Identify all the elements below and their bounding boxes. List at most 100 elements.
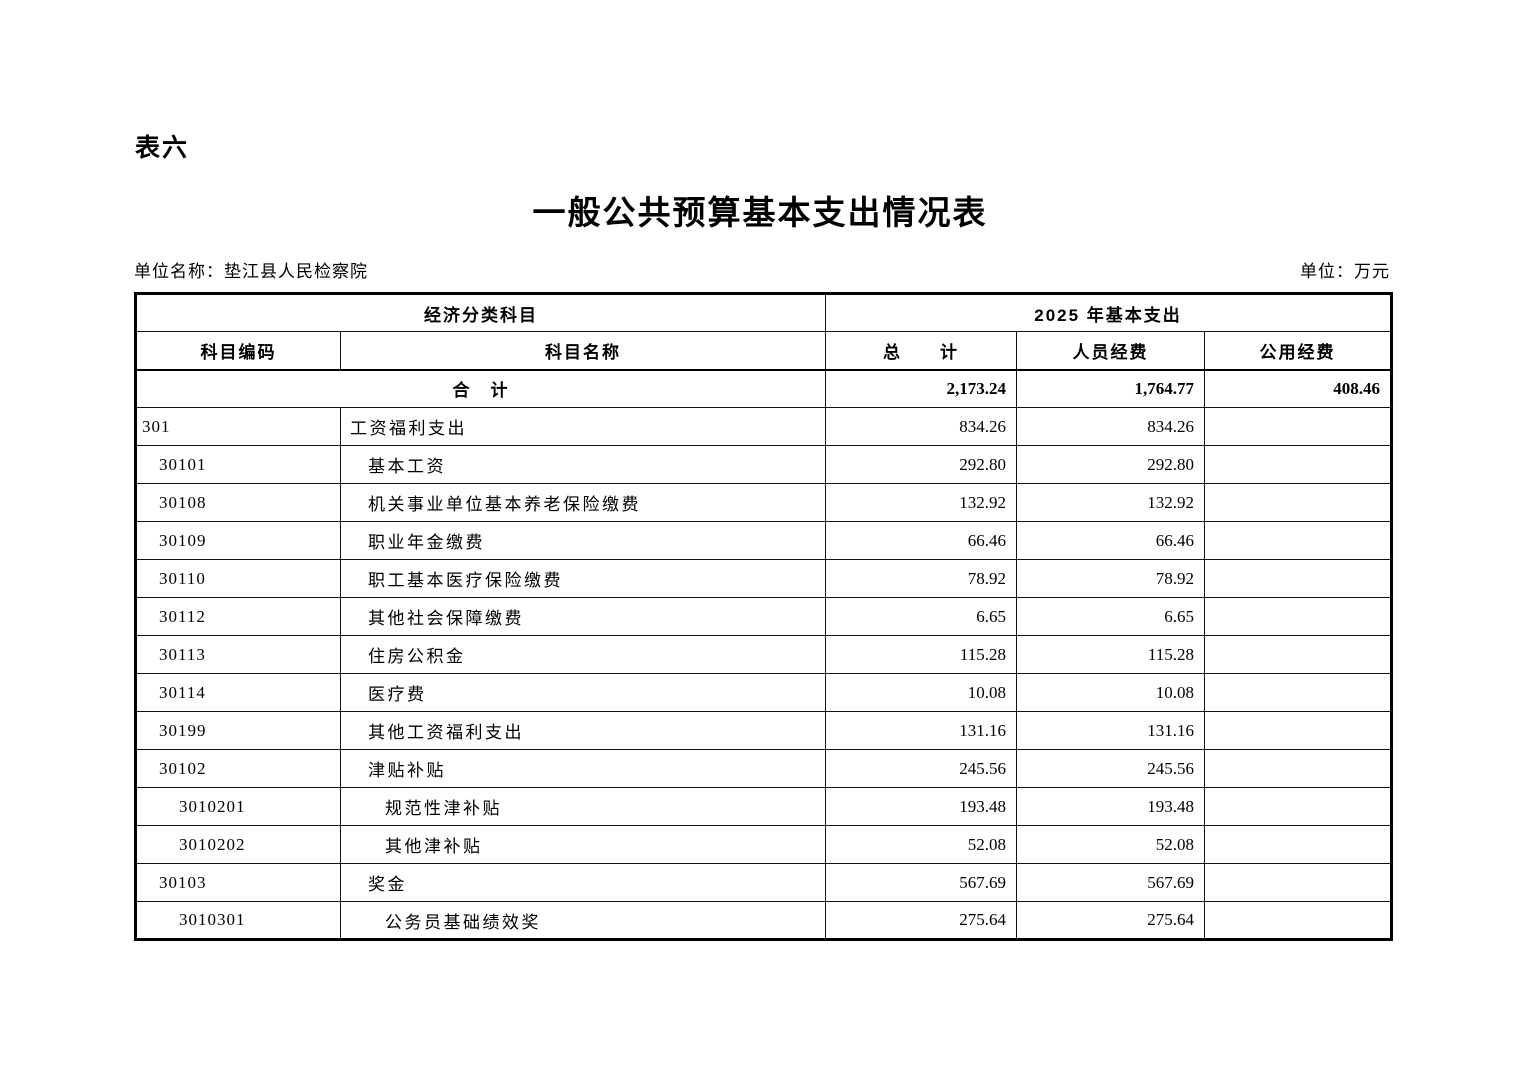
- personnel-funds-cell: 52.08: [1016, 825, 1205, 864]
- subject-code-cell: 301: [135, 407, 341, 446]
- table-row: 30112 其他社会保障缴费 6.65 6.65: [135, 597, 1393, 636]
- public-funds-cell: [1203, 559, 1393, 598]
- subject-code-cell: 30101: [135, 445, 341, 484]
- public-funds-cell: [1203, 521, 1393, 560]
- table-header: 经济分类科目 2025 年基本支出 科目编码 科目名称 总 计 人员经费 公用经…: [135, 293, 1393, 371]
- subject-code-cell: 30102: [135, 749, 341, 788]
- page-title: 一般公共预算基本支出情况表: [532, 196, 988, 232]
- subject-name-cell: 其他津补贴: [340, 825, 826, 864]
- public-funds-cell: [1203, 749, 1393, 788]
- personnel-funds-cell: 132.92: [1016, 483, 1205, 522]
- public-funds-cell: [1203, 711, 1393, 750]
- table-row: 30113 住房公积金 115.28 115.28: [135, 635, 1393, 674]
- public-funds-cell: [1203, 407, 1393, 446]
- table-row: 30108 机关事业单位基本养老保险缴费 132.92 132.92: [135, 483, 1393, 522]
- personnel-funds-cell: 10.08: [1016, 673, 1205, 712]
- personnel-funds-cell: 131.16: [1016, 711, 1205, 750]
- public-funds-cell: [1203, 445, 1393, 484]
- total-cell: 78.92: [825, 559, 1017, 598]
- column-header-public-funds: 公用经费: [1203, 331, 1393, 371]
- public-funds-cell: [1203, 787, 1393, 826]
- table-number-label: 表六: [135, 134, 190, 162]
- subject-name-cell: 职工基本医疗保险缴费: [340, 559, 826, 598]
- unit-name-label: 单位名称：垫江县人民检察院: [134, 262, 368, 281]
- total-cell: 275.64: [825, 901, 1017, 940]
- table-row: 3010202 其他津补贴 52.08 52.08: [135, 825, 1393, 864]
- header-columns-row: 科目编码 科目名称 总 计 人员经费 公用经费: [135, 331, 1393, 371]
- column-header-personnel-funds: 人员经费: [1016, 331, 1205, 371]
- public-funds-cell: [1203, 635, 1393, 674]
- total-cell: 132.92: [825, 483, 1017, 522]
- table-row: 30101 基本工资 292.80 292.80: [135, 445, 1393, 484]
- subject-name-cell: 奖金: [340, 863, 826, 902]
- subject-name-cell: 规范性津补贴: [340, 787, 826, 826]
- total-cell: 52.08: [825, 825, 1017, 864]
- total-cell: 834.26: [825, 407, 1017, 446]
- subject-code-cell: 30108: [135, 483, 341, 522]
- grand-total-personnel-cell: 1,764.77: [1016, 369, 1205, 408]
- table-row: 3010301 公务员基础绩效奖 275.64 275.64: [135, 901, 1393, 940]
- personnel-funds-cell: 567.69: [1016, 863, 1205, 902]
- personnel-funds-cell: 292.80: [1016, 445, 1205, 484]
- table-row: 3010201 规范性津补贴 193.48 193.48: [135, 787, 1393, 826]
- subject-name-cell: 其他社会保障缴费: [340, 597, 826, 636]
- subject-code-cell: 30103: [135, 863, 341, 902]
- subject-name-cell: 住房公积金: [340, 635, 826, 674]
- subject-name-cell: 其他工资福利支出: [340, 711, 826, 750]
- meta-row: 单位名称：垫江县人民检察院 单位：万元: [134, 257, 1390, 282]
- subject-code-cell: 30113: [135, 635, 341, 674]
- subject-code-cell: 30199: [135, 711, 341, 750]
- table-row: 30114 医疗费 10.08 10.08: [135, 673, 1393, 712]
- public-funds-cell: [1203, 825, 1393, 864]
- subject-name-cell: 医疗费: [340, 673, 826, 712]
- table-row: 30102 津贴补贴 245.56 245.56: [135, 749, 1393, 788]
- total-cell: 292.80: [825, 445, 1017, 484]
- total-cell: 131.16: [825, 711, 1017, 750]
- header-economic-classification: 经济分类科目: [135, 293, 826, 332]
- personnel-funds-cell: 193.48: [1016, 787, 1205, 826]
- column-header-subject-name: 科目名称: [340, 331, 826, 371]
- table-row: 30199 其他工资福利支出 131.16 131.16: [135, 711, 1393, 750]
- public-funds-cell: [1203, 673, 1393, 712]
- column-header-subject-code: 科目编码: [135, 331, 341, 371]
- public-funds-cell: [1203, 483, 1393, 522]
- table-body: 合 计 2,173.24 1,764.77 408.46 301 工资福利支出 83…: [135, 369, 1393, 940]
- subject-name-cell: 基本工资: [340, 445, 826, 484]
- subject-name-cell: 公务员基础绩效奖: [340, 901, 826, 940]
- grand-total-total-cell: 2,173.24: [825, 369, 1017, 408]
- subject-code-cell: 3010202: [135, 825, 341, 864]
- header-2025-basic-expenditure: 2025 年基本支出: [824, 293, 1393, 332]
- subject-code-cell: 30110: [135, 559, 341, 598]
- subject-name-cell: 工资福利支出: [340, 407, 826, 446]
- personnel-funds-cell: 834.26: [1016, 407, 1205, 446]
- subject-code-cell: 3010301: [135, 901, 341, 940]
- budget-table: 经济分类科目 2025 年基本支出 科目编码 科目名称 总 计 人员经费 公用经…: [134, 292, 1394, 941]
- subject-name-cell: 津贴补贴: [340, 749, 826, 788]
- grand-total-row: 合 计 2,173.24 1,764.77 408.46: [135, 369, 1393, 408]
- table-row: 30110 职工基本医疗保险缴费 78.92 78.92: [135, 559, 1393, 598]
- subject-name-cell: 机关事业单位基本养老保险缴费: [340, 483, 826, 522]
- total-cell: 66.46: [825, 521, 1017, 560]
- personnel-funds-cell: 275.64: [1016, 901, 1205, 940]
- total-cell: 115.28: [825, 635, 1017, 674]
- public-funds-cell: [1203, 901, 1393, 940]
- total-cell: 6.65: [825, 597, 1017, 636]
- table-row: 301 工资福利支出 834.26 834.26: [135, 407, 1393, 446]
- personnel-funds-cell: 245.56: [1016, 749, 1205, 788]
- public-funds-cell: [1203, 863, 1393, 902]
- total-cell: 193.48: [825, 787, 1017, 826]
- header-group-row: 经济分类科目 2025 年基本支出: [135, 293, 1393, 332]
- subject-code-cell: 30114: [135, 673, 341, 712]
- subject-name-cell: 职业年金缴费: [340, 521, 826, 560]
- total-cell: 245.56: [825, 749, 1017, 788]
- total-cell: 10.08: [825, 673, 1017, 712]
- column-header-total: 总 计: [825, 331, 1017, 371]
- subject-code-cell: 3010201: [135, 787, 341, 826]
- personnel-funds-cell: 66.46: [1016, 521, 1205, 560]
- subject-code-cell: 30109: [135, 521, 341, 560]
- unit-of-measure-label: 单位：万元: [1300, 262, 1390, 281]
- public-funds-cell: [1203, 597, 1393, 636]
- personnel-funds-cell: 115.28: [1016, 635, 1205, 674]
- table-row: 30103 奖金 567.69 567.69: [135, 863, 1393, 902]
- grand-total-label: 合 计: [135, 369, 826, 408]
